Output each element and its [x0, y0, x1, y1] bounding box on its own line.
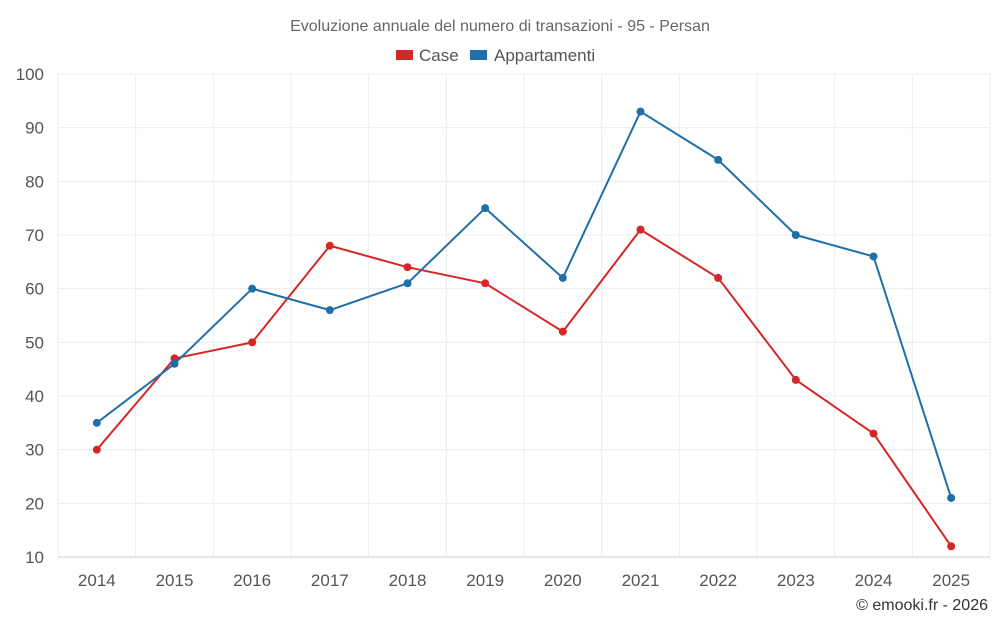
- gridlines: [57, 73, 991, 558]
- x-tick-label: 2017: [311, 571, 349, 590]
- data-point-appartamenti[interactable]: [791, 231, 800, 239]
- data-point-appartamenti[interactable]: [947, 493, 956, 502]
- x-tick-label: 2016: [233, 571, 271, 590]
- data-point-appartamenti[interactable]: [714, 155, 723, 164]
- x-tick-label: 2014: [78, 571, 116, 590]
- data-point-appartamenti[interactable]: [481, 204, 490, 213]
- legend-swatch-case: [396, 50, 413, 60]
- y-tick-label: 90: [25, 119, 44, 138]
- y-tick-label: 30: [25, 441, 44, 460]
- x-tick-label: 2022: [699, 571, 737, 590]
- series-appartamenti: [92, 107, 956, 502]
- series-group: [92, 107, 956, 551]
- data-point-case[interactable]: [636, 225, 645, 234]
- data-point-case[interactable]: [325, 241, 334, 250]
- data-point-case[interactable]: [947, 542, 956, 551]
- y-tick-label: 100: [16, 65, 44, 84]
- chart-title: Evoluzione annuale del numero di transaz…: [290, 18, 710, 35]
- x-tick-label: 2024: [855, 571, 893, 590]
- x-axis: 2014 2015 2016 2017 2018 2019 2020 2021 2022 2023…: [78, 571, 970, 590]
- data-point-appartamenti[interactable]: [325, 306, 334, 315]
- data-point-appartamenti[interactable]: [869, 252, 878, 261]
- legend-item-case[interactable]: Case: [396, 46, 459, 65]
- data-point-case[interactable]: [248, 338, 257, 347]
- data-point-appartamenti[interactable]: [170, 359, 179, 368]
- legend-swatch-appartamenti: [470, 50, 487, 60]
- data-point-case[interactable]: [869, 429, 878, 438]
- series-line-appartamenti: [96, 110, 953, 499]
- data-point-case[interactable]: [791, 375, 800, 384]
- y-tick-label: 40: [25, 387, 44, 406]
- x-tick-label: 2025: [932, 571, 970, 590]
- y-axis: 10 20 30 40 50 60 70 80 90 100: [16, 65, 44, 567]
- x-tick-label: 2015: [156, 571, 194, 590]
- y-tick-label: 80: [25, 172, 44, 191]
- legend-label-appartamenti: Appartamenti: [494, 46, 595, 65]
- data-point-appartamenti[interactable]: [92, 418, 101, 427]
- series-case: [92, 225, 956, 551]
- data-point-appartamenti[interactable]: [403, 279, 412, 288]
- data-point-appartamenti[interactable]: [558, 273, 567, 282]
- data-point-case[interactable]: [92, 445, 101, 454]
- data-point-case[interactable]: [714, 273, 723, 282]
- x-tick-label: 2018: [389, 571, 427, 590]
- x-tick-label: 2021: [622, 571, 660, 590]
- x-tick-label: 2020: [544, 571, 582, 590]
- x-tick-label: 2019: [466, 571, 504, 590]
- y-tick-label: 20: [25, 494, 44, 513]
- y-tick-label: 60: [25, 280, 44, 299]
- data-point-appartamenti[interactable]: [636, 107, 645, 116]
- x-tick-label: 2023: [777, 571, 815, 590]
- legend-item-appartamenti[interactable]: Appartamenti: [470, 46, 595, 65]
- data-point-case[interactable]: [481, 279, 490, 288]
- data-point-case[interactable]: [403, 263, 412, 272]
- legend: Case Appartamenti: [396, 46, 595, 65]
- y-tick-label: 70: [25, 226, 44, 245]
- y-tick-label: 50: [25, 333, 44, 352]
- data-point-appartamenti[interactable]: [248, 284, 257, 293]
- credit-text: © emooki.fr - 2026: [856, 597, 988, 614]
- data-point-case[interactable]: [558, 327, 567, 336]
- y-tick-label: 10: [25, 548, 44, 567]
- legend-label-case: Case: [419, 46, 459, 65]
- series-line-case: [96, 228, 952, 547]
